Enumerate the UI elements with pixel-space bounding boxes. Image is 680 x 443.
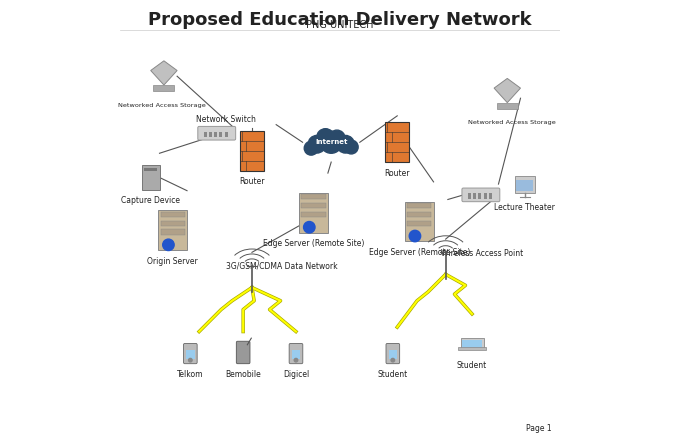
Text: Student: Student (457, 361, 487, 370)
Bar (516, 180, 534, 191)
Circle shape (188, 358, 192, 362)
Bar (478, 193, 481, 198)
FancyBboxPatch shape (462, 188, 500, 202)
Text: Edge Server (Remote Site): Edge Server (Remote Site) (369, 248, 470, 257)
FancyBboxPatch shape (515, 176, 535, 193)
Text: Page 1: Page 1 (526, 424, 551, 433)
Bar (214, 132, 217, 137)
Bar (224, 132, 228, 137)
FancyBboxPatch shape (289, 343, 303, 364)
Text: Wireless Access Point: Wireless Access Point (441, 249, 524, 257)
FancyBboxPatch shape (237, 341, 250, 364)
FancyBboxPatch shape (386, 343, 400, 364)
FancyBboxPatch shape (158, 210, 187, 250)
Text: Router: Router (384, 169, 410, 178)
Text: Student: Student (377, 370, 408, 379)
Text: Networked Access Storage: Networked Access Storage (118, 103, 205, 108)
Text: 3G/GSM/CDMA Data Network: 3G/GSM/CDMA Data Network (226, 262, 337, 271)
Text: Lecture Theater: Lecture Theater (494, 203, 556, 212)
Circle shape (320, 131, 342, 153)
Bar (220, 132, 222, 137)
Text: Capture Device: Capture Device (121, 196, 180, 205)
Text: Router: Router (239, 178, 265, 187)
Text: Bemobile: Bemobile (225, 370, 261, 379)
FancyBboxPatch shape (405, 202, 434, 241)
Bar (160, 221, 185, 226)
Circle shape (317, 129, 335, 146)
Circle shape (344, 140, 358, 154)
Bar (160, 229, 185, 235)
Bar (160, 212, 185, 217)
Text: Telkom: Telkom (177, 370, 203, 379)
Bar (292, 350, 300, 359)
Bar (407, 221, 431, 226)
Bar (473, 193, 476, 198)
FancyBboxPatch shape (142, 165, 160, 190)
Text: Networked Access Storage: Networked Access Storage (468, 120, 556, 125)
Bar (301, 212, 326, 217)
Text: Network Switch: Network Switch (196, 115, 256, 124)
Text: Edge Server (Remote Site): Edge Server (Remote Site) (263, 239, 364, 248)
FancyBboxPatch shape (385, 122, 409, 162)
Bar (209, 132, 212, 137)
Circle shape (337, 136, 354, 153)
Bar (489, 193, 492, 198)
Polygon shape (494, 78, 520, 103)
Circle shape (303, 222, 315, 233)
Circle shape (304, 141, 318, 155)
FancyBboxPatch shape (184, 343, 197, 364)
Text: Origin Server: Origin Server (148, 256, 198, 266)
Text: PNG UNITECH: PNG UNITECH (306, 20, 374, 30)
Circle shape (163, 239, 174, 251)
Circle shape (308, 136, 326, 153)
Bar (144, 167, 157, 171)
Bar (462, 340, 481, 348)
Circle shape (294, 358, 298, 362)
Circle shape (328, 130, 345, 147)
Text: Digicel: Digicel (283, 370, 309, 379)
Bar (301, 194, 326, 199)
Bar (203, 132, 207, 137)
Polygon shape (496, 103, 518, 109)
Circle shape (391, 358, 394, 362)
Text: Proposed Education Delivery Network: Proposed Education Delivery Network (148, 11, 532, 29)
Bar (407, 203, 431, 208)
Bar (468, 193, 471, 198)
Bar (186, 350, 194, 359)
Bar (301, 203, 326, 208)
Bar (389, 350, 397, 359)
Circle shape (409, 230, 421, 242)
Bar (407, 212, 431, 217)
FancyBboxPatch shape (198, 126, 236, 140)
Bar (483, 193, 487, 198)
FancyBboxPatch shape (240, 131, 264, 171)
Polygon shape (154, 85, 175, 91)
FancyBboxPatch shape (458, 347, 486, 350)
FancyBboxPatch shape (299, 193, 328, 233)
FancyBboxPatch shape (460, 338, 483, 350)
Polygon shape (151, 61, 177, 85)
Text: Internet: Internet (315, 139, 347, 145)
